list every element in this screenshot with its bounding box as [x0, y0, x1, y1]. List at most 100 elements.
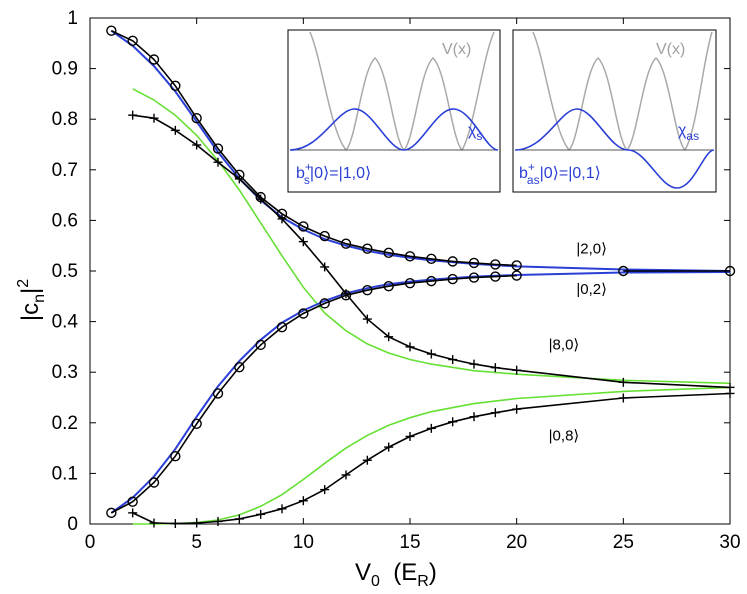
- y-tick-label: 0.5: [52, 261, 78, 282]
- data-point-plus: [213, 516, 223, 526]
- y-tick-label: 1: [67, 8, 78, 29]
- data-point-plus: [448, 417, 458, 427]
- data-point-circle: [618, 265, 629, 277]
- x-axis-label: V0 (ER): [355, 559, 437, 590]
- data-point-circle: [170, 80, 181, 92]
- data-point-plus: [149, 113, 159, 123]
- state-annotation: |0,8⟩: [549, 428, 580, 445]
- data-point-circle: [148, 54, 160, 65]
- data-point-circle: [340, 238, 352, 249]
- data-point-plus: [384, 332, 394, 342]
- inset-symmetric-frame: [287, 29, 501, 193]
- data-point-plus: [469, 412, 479, 422]
- data-point-circle: [426, 253, 437, 265]
- data-point-plus: [512, 404, 522, 414]
- data-point-plus: [512, 365, 522, 375]
- data-point-plus: [192, 518, 202, 528]
- series-line-blue-line: [110, 29, 731, 272]
- data-point-circle: [319, 230, 330, 242]
- inset-antisymmetric: V(x) χas b+ as|0⟩=|0,1⟩: [512, 29, 717, 193]
- data-point-circle: [212, 388, 224, 399]
- data-point-plus: [725, 388, 735, 398]
- state-annotation: |2,0⟩: [576, 240, 607, 257]
- data-point-circle: [127, 496, 138, 507]
- data-point-plus: [149, 518, 159, 528]
- data-point-circle: [170, 450, 181, 462]
- data-point-plus: [298, 237, 308, 247]
- data-point-circle: [468, 272, 480, 283]
- data-point-circle: [404, 251, 416, 262]
- data-point-circle: [319, 298, 330, 309]
- x-tick-label: 30: [719, 532, 740, 553]
- y-axis-label: |cn|2: [15, 279, 48, 321]
- data-point-plus: [256, 509, 266, 519]
- data-point-circle: [724, 265, 736, 277]
- data-point-plus: [277, 504, 287, 514]
- y-tick-label: 0.8: [52, 109, 78, 130]
- data-point-plus: [170, 125, 180, 135]
- data-point-circle: [383, 280, 394, 292]
- data-point-circle: [511, 260, 522, 271]
- data-point-circle: [276, 321, 288, 333]
- data-point-plus: [384, 442, 394, 452]
- series-line-blue-line: [110, 271, 731, 514]
- data-point-plus: [490, 408, 500, 418]
- data-point-circle: [191, 112, 202, 124]
- data-point-circle: [106, 25, 117, 36]
- inset-symmetric: V(x) χs b+ s|0⟩=|1,0⟩: [287, 29, 501, 193]
- state-annotation: |0,2⟩: [576, 281, 607, 298]
- data-point-plus: [298, 496, 308, 506]
- data-point-plus: [170, 518, 180, 528]
- data-point-circle: [127, 35, 138, 46]
- y-tick-label: 0.1: [52, 463, 78, 484]
- data-point-plus: [490, 363, 500, 373]
- data-point-plus: [426, 349, 436, 359]
- data-point-plus: [448, 355, 458, 365]
- data-point-plus: [341, 470, 351, 480]
- data-point-circle: [255, 191, 266, 203]
- data-point-circle: [383, 247, 394, 258]
- data-point-circle: [298, 221, 309, 232]
- inset-symmetric-mode-label: χs: [468, 122, 482, 143]
- y-tick-label: 0.6: [52, 210, 78, 231]
- data-point-circle: [511, 270, 522, 281]
- data-point-circle: [234, 361, 245, 373]
- inset-symmetric-formula: b+ s|0⟩=|1,0⟩: [296, 160, 371, 187]
- data-point-circle: [447, 256, 458, 267]
- data-point-plus: [405, 431, 415, 441]
- data-point-plus: [469, 359, 479, 369]
- data-point-plus: [362, 455, 372, 465]
- data-point-circle: [234, 169, 245, 181]
- y-tick-label: 0.7: [52, 160, 78, 181]
- inset-antisymmetric-mode: [514, 108, 715, 189]
- data-point-circle: [255, 339, 266, 351]
- data-point-plus: [213, 157, 223, 167]
- x-tick-label: 0: [85, 532, 96, 553]
- x-tick-label: 10: [293, 532, 314, 553]
- y-tick-label: 0.3: [52, 362, 78, 383]
- data-point-circle: [362, 285, 373, 296]
- data-point-plus: [128, 508, 138, 518]
- data-point-plus: [234, 514, 244, 524]
- annotations-layer: |2,0⟩ |0,2⟩ |8,0⟩ |0,8⟩: [549, 240, 607, 444]
- data-point-plus: [618, 377, 628, 387]
- data-point-plus: [362, 314, 372, 324]
- data-point-plus: [320, 485, 330, 495]
- inset-symmetric-mode: [289, 108, 499, 151]
- y-tick-label: 0.9: [52, 59, 78, 80]
- state-annotation: |8,0⟩: [549, 336, 580, 353]
- y-tick-label: 0.2: [52, 413, 78, 434]
- data-point-circle: [340, 290, 352, 301]
- data-point-circle: [298, 308, 309, 319]
- data-point-circle: [468, 257, 480, 269]
- inset-antisymmetric-formula: b+ as|0⟩=|0,1⟩: [519, 160, 601, 187]
- series-line-black-circles: [110, 274, 517, 514]
- data-point-circle: [106, 507, 117, 519]
- series-line-green-line: [132, 88, 731, 385]
- inset-symmetric-potential-label: V(x): [442, 41, 471, 58]
- data-point-plus: [618, 393, 628, 403]
- inset-antisymmetric-mode-label: χas: [678, 122, 699, 143]
- data-point-circle: [362, 243, 373, 254]
- data-point-circle: [447, 273, 458, 285]
